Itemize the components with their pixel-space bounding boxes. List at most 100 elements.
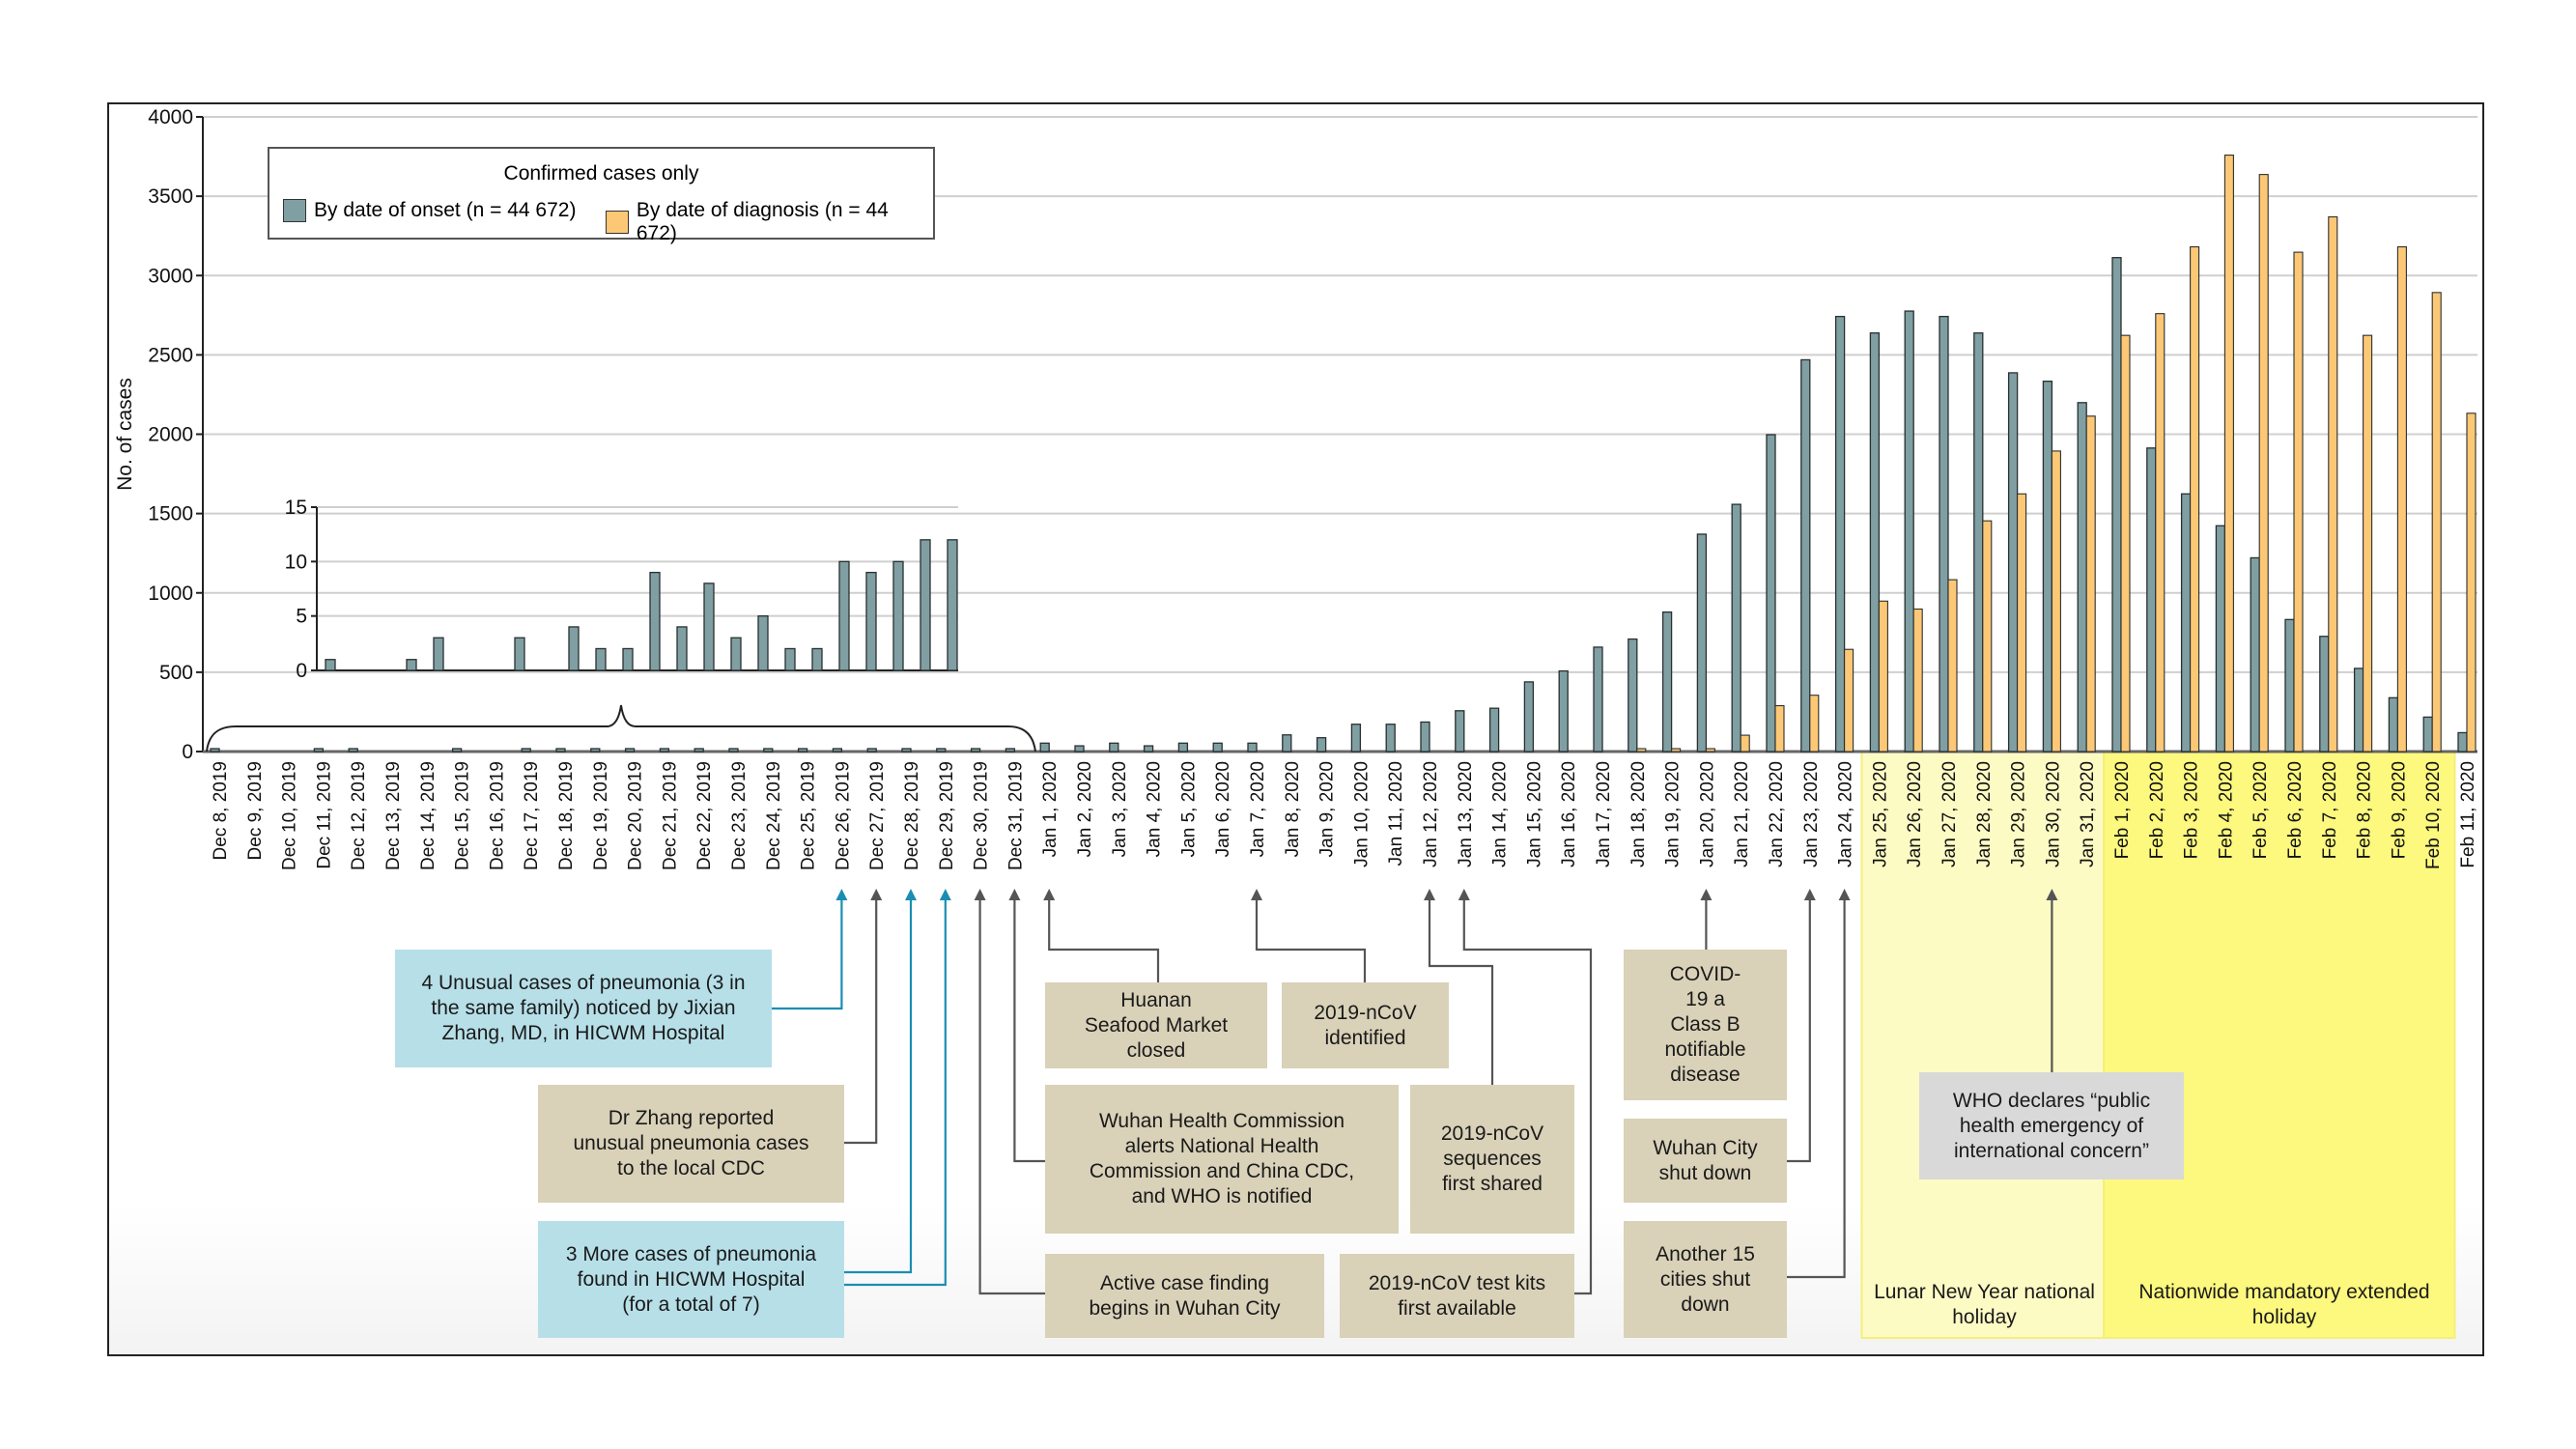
bar-onset — [901, 748, 912, 753]
x-tick-label: Jan 23, 2020 — [1801, 761, 1822, 867]
bar-onset — [1869, 332, 1881, 753]
bar-onset — [1247, 742, 1258, 753]
bar-onset — [763, 748, 774, 753]
x-tick-label: Jan 6, 2020 — [1213, 761, 1233, 857]
bar-diagnosis — [2328, 215, 2338, 753]
bar-diagnosis — [1947, 579, 1958, 753]
arrowhead-icon — [1700, 889, 1713, 900]
bar-onset — [1558, 669, 1569, 753]
bar-onset — [1385, 724, 1396, 753]
x-tick-label: Jan 5, 2020 — [1178, 761, 1199, 857]
y-tick-label: 0 — [182, 741, 193, 763]
connector-line — [844, 896, 878, 1145]
inset-y-tick-label: 0 — [296, 660, 307, 682]
x-tick-label: Jan 24, 2020 — [1836, 761, 1856, 867]
arrowhead-icon — [1838, 889, 1851, 900]
x-tick-label: Jan 1, 2020 — [1040, 761, 1061, 857]
annotation-reported-cdc: Dr Zhang reported unusual pneumonia case… — [538, 1085, 844, 1203]
bar-onset — [1005, 748, 1016, 753]
bar-onset — [866, 748, 877, 753]
x-tick-label: Dec 12, 2019 — [349, 761, 369, 870]
y-tick-label: 1000 — [148, 582, 193, 605]
x-tick-label: Feb 10, 2020 — [2423, 761, 2444, 869]
y-tick-label: 3500 — [148, 185, 193, 208]
connector-line — [1428, 896, 1494, 1085]
bar-diagnosis — [2396, 245, 2407, 753]
bar-onset — [2422, 716, 2433, 753]
bar-onset — [1661, 611, 1673, 753]
bar-onset — [1143, 745, 1154, 753]
inset-bar — [865, 571, 877, 671]
bar-diagnosis — [1636, 748, 1647, 753]
bar-onset — [2353, 668, 2364, 753]
annotation-market-closed: Huanan Seafood Market closed — [1045, 982, 1267, 1068]
bar-onset — [936, 748, 947, 753]
y-tick-label: 3000 — [148, 265, 193, 287]
extended-holiday-label: Nationwide mandatory extended holiday — [2138, 1281, 2430, 1328]
bar-diagnosis — [2363, 334, 2373, 753]
arrowhead-icon — [870, 889, 883, 900]
x-tick-label: Dec 15, 2019 — [453, 761, 473, 870]
x-tick-label: Jan 14, 2020 — [1490, 761, 1511, 867]
bar-diagnosis — [2155, 313, 2166, 753]
bar-diagnosis — [2017, 493, 2027, 753]
bar-onset — [624, 748, 636, 753]
inset-bar — [514, 637, 525, 671]
x-tick-label: Feb 7, 2020 — [2320, 761, 2340, 859]
arrowhead-icon — [2046, 889, 2058, 900]
arrowhead-icon — [1043, 889, 1056, 900]
connector-line — [1048, 896, 1160, 982]
x-tick-label: Jan 10, 2020 — [1351, 761, 1372, 867]
y-axis-label: No. of cases — [114, 378, 136, 491]
arrowhead-icon — [835, 889, 848, 900]
x-tick-label: Jan 4, 2020 — [1145, 761, 1165, 857]
inset-bar — [947, 539, 958, 671]
x-tick-label: Dec 30, 2019 — [972, 761, 992, 870]
x-tick-label: Jan 12, 2020 — [1421, 761, 1441, 867]
x-tick-label: Dec 14, 2019 — [418, 761, 439, 870]
x-tick-label: Feb 2, 2020 — [2147, 761, 2167, 859]
annotation-ncov-identified: 2019-nCoV identified — [1282, 982, 1449, 1068]
x-tick-label: Jan 17, 2020 — [1594, 761, 1614, 867]
lunar-holiday-label: Lunar New Year national holiday — [1874, 1281, 2095, 1328]
annotation-who-emergency: WHO declares “public health emergency of… — [1919, 1072, 2184, 1179]
inset-bar — [325, 659, 336, 671]
x-tick-label: Dec 24, 2019 — [764, 761, 784, 870]
connector-line — [772, 896, 843, 1010]
x-tick-label: Feb 8, 2020 — [2355, 761, 2375, 859]
connector-line — [1787, 896, 1846, 1279]
inset-bar — [892, 560, 904, 671]
legend-swatch-onset — [283, 199, 306, 222]
x-tick-label: Dec 19, 2019 — [591, 761, 611, 870]
x-tick-label: Dec 25, 2019 — [799, 761, 819, 870]
inset-bar — [784, 647, 796, 671]
bar-diagnosis — [1844, 648, 1854, 753]
inset-bar — [920, 539, 931, 671]
bar-onset — [2007, 372, 2019, 753]
x-tick-label: Jan 11, 2020 — [1386, 761, 1406, 866]
bar-onset — [2388, 696, 2399, 753]
annotation-unusual-cases: 4 Unusual cases of pneumonia (3 in the s… — [395, 950, 772, 1067]
connector-line — [1787, 896, 1811, 1163]
bar-onset — [2250, 556, 2260, 753]
x-tick-label: Jan 29, 2020 — [2009, 761, 2029, 867]
x-tick-label: Dec 22, 2019 — [694, 761, 715, 870]
bar-onset — [1488, 707, 1500, 753]
connector-line — [844, 896, 913, 1274]
x-tick-label: Jan 13, 2020 — [1456, 761, 1476, 867]
x-tick-label: Jan 22, 2020 — [1767, 761, 1787, 867]
bar-onset — [1212, 742, 1223, 753]
annotation-sequences-shared: 2019-nCoV sequences first shared — [1410, 1085, 1574, 1234]
bar-onset — [2111, 257, 2122, 753]
x-tick-label: Jan 21, 2020 — [1732, 761, 1752, 867]
y-tick-label: 2500 — [148, 344, 193, 366]
bar-onset — [1316, 737, 1327, 753]
legend: Confirmed cases only By date of onset (n… — [268, 147, 935, 244]
x-tick-label: Jan 19, 2020 — [1663, 761, 1684, 867]
bar-onset — [1939, 315, 1949, 753]
bar-onset — [694, 748, 704, 753]
bar-onset — [1420, 721, 1430, 753]
x-tick-label: Jan 7, 2020 — [1248, 761, 1268, 857]
x-tick-label: Jan 16, 2020 — [1559, 761, 1579, 867]
